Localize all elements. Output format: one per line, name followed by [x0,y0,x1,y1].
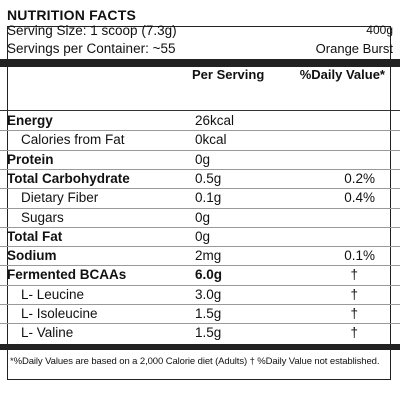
nutrient-name: Energy [7,113,53,128]
thick-divider-bottom [0,344,400,350]
row-divider [0,265,400,267]
serving-size: Serving Size: 1 scoop (7.3g) [7,23,177,38]
nutrient-row: Total Fat 0g [0,227,400,247]
nutrition-title: NUTRITION FACTS [7,7,136,23]
nutrient-amount: 0g [195,228,211,244]
nutrient-row: L- Valine 1.5g † [0,323,400,343]
header-divider [0,110,400,111]
row-divider [0,130,400,132]
nutrient-name: Sugars [21,209,64,225]
flavor-name: Orange Burst [315,41,393,56]
nutrient-name: Calories from Fat [21,132,125,148]
nutrient-row: Sugars 0g [0,208,400,228]
nutrient-row: Fermented BCAAs 6.0g † [0,265,400,285]
nutrient-row: Calories from Fat 0kcal [0,130,400,150]
nutrient-daily-value: 0.1% [344,248,375,264]
nutrient-daily-value: 0.4% [344,190,375,206]
nutrient-name: Fermented BCAAs [7,267,127,283]
nutrient-name: L- Valine [21,325,74,341]
nutrient-name: L- Isoleucine [21,306,98,321]
nutrient-row: Sodium 2mg 0.1% [0,246,400,266]
nutrient-amount: 26kcal [195,113,235,128]
nutrient-daily-value: † [350,306,358,321]
footnote: *%Daily Values are based on a 2,000 Calo… [10,356,380,367]
nutrient-name: Dietary Fiber [21,190,99,206]
servings-per-container: Servings per Container: ~55 [7,41,176,56]
net-weight: 400g [366,23,393,37]
nutrient-amount: 2mg [195,248,222,264]
row-divider [0,226,400,228]
nutrient-amount: 3.0g [195,286,222,302]
nutrient-amount: 0g [195,209,211,225]
nutrient-daily-value: † [350,267,358,283]
nutrient-row: L- Isoleucine 1.5g † [0,304,400,324]
row-divider [0,304,400,305]
nutrient-amount: 1.5g [195,325,222,341]
nutrient-row: Total Carbohydrate 0.5g 0.2% [0,169,400,189]
nutrient-row: Energy 26kcal [0,111,400,131]
nutrient-daily-value: † [350,325,358,341]
thick-divider-top [0,59,400,67]
nutrient-name: Total Carbohydrate [7,170,130,186]
nutrient-amount: 0g [195,151,211,167]
row-divider [0,207,400,209]
nutrient-amount: 0.1g [195,190,222,206]
nutrient-amount: 1.5g [195,306,222,321]
row-divider [0,168,400,170]
row-divider [0,246,400,248]
nutrient-name: Protein [7,151,54,167]
nutrient-amount: 0kcal [195,132,227,148]
nutrient-daily-value: 0.2% [344,170,375,186]
nutrient-name: Total Fat [7,228,63,244]
nutrient-row: L- Leucine 3.0g † [0,285,400,305]
nutrient-amount: 0.5g [195,170,222,186]
nutrition-panel [7,26,391,380]
row-divider [0,149,400,151]
nutrient-row: Protein 0g [0,150,400,170]
nutrient-name: Sodium [7,248,57,264]
row-divider [0,284,400,286]
daily-value-header: %Daily Value* [299,67,385,82]
nutrient-daily-value: † [350,286,358,302]
nutrient-amount: 6.0g [195,267,223,283]
row-divider [0,323,400,325]
nutrient-name: L- Leucine [21,286,85,302]
row-divider [0,188,400,190]
nutrient-row: Dietary Fiber 0.1g 0.4% [0,188,400,208]
per-serving-header: Per Serving [192,67,265,82]
